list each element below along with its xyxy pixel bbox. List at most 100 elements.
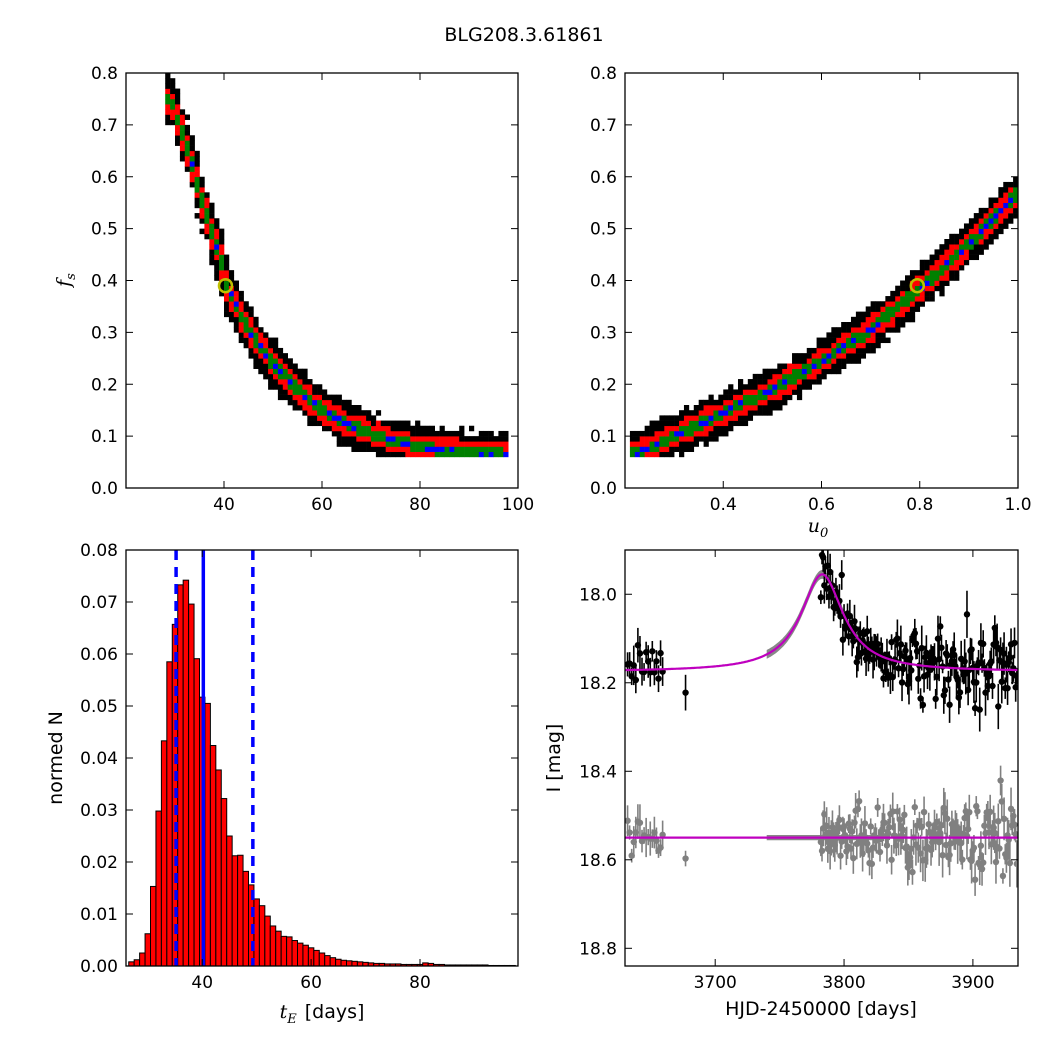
histogram-bar (150, 885, 157, 967)
heatmap-cell (841, 322, 847, 328)
data-point (657, 649, 664, 657)
heatmap-cell (777, 394, 783, 401)
heatmap-cell (841, 358, 847, 364)
heatmap-cell (248, 316, 254, 323)
heatmap-cell (801, 379, 808, 385)
heatmap-cell (978, 207, 984, 214)
data-point (864, 840, 871, 847)
heatmap-cell (777, 405, 783, 411)
x-tick-label: 100 (502, 495, 534, 515)
heatmap-cell (219, 264, 225, 271)
panel-frame (624, 72, 1019, 489)
heatmap-cell (993, 218, 999, 224)
x-tick-label: 3800 (822, 973, 865, 993)
heatmap-cell (895, 290, 901, 297)
heatmap-cell (214, 249, 220, 255)
heatmap-cell (993, 228, 999, 235)
heatmap-cell (464, 436, 470, 442)
heatmap-cell (880, 311, 886, 318)
data-point (894, 635, 901, 642)
heatmap-cell (792, 353, 798, 359)
y-tick-label: 0.7 (590, 116, 617, 136)
x-tick-label: 40 (213, 495, 235, 515)
heatmap-cell (385, 430, 391, 437)
heatmap-cell (679, 415, 685, 421)
heatmap-cell (885, 322, 891, 328)
heatmap-cell (919, 301, 925, 307)
histogram-bar (193, 658, 201, 967)
heatmap-cell (312, 394, 318, 401)
heatmap-cell (757, 379, 763, 385)
heatmap-cell (253, 332, 259, 338)
heatmap-cell (375, 430, 382, 437)
heatmap-cell (733, 410, 739, 416)
heatmap-cell (752, 394, 758, 401)
heatmap-cell (767, 399, 773, 406)
heatmap-cell (165, 104, 171, 110)
heatmap-cell (757, 384, 763, 390)
heatmap-cell (890, 306, 896, 312)
heatmap-cell (444, 446, 450, 452)
heatmap-cell (860, 311, 867, 318)
heatmap-cell (366, 441, 372, 447)
heatmap-cell (963, 249, 970, 255)
heatmap-cell (978, 244, 984, 250)
heatmap-cell (998, 218, 1004, 224)
heatmap-cell (253, 358, 259, 364)
heatmap-cell (718, 394, 724, 401)
heatmap-cell (356, 410, 362, 416)
heatmap-cell (1013, 187, 1019, 193)
y-tick-label: 18.4 (579, 762, 617, 782)
heatmap-cell (821, 363, 827, 369)
heatmap-cell (273, 373, 279, 380)
x-tick-label: 3900 (951, 973, 994, 993)
heatmap-cell (238, 322, 244, 328)
heatmap-cell (179, 140, 186, 146)
heatmap-cell (429, 446, 435, 452)
heatmap-cell (826, 353, 832, 359)
heatmap-cell (322, 415, 328, 421)
heatmap-cell (366, 430, 372, 437)
heatmap-cell (885, 311, 891, 318)
heatmap-cell (683, 441, 690, 447)
heatmap-cell (273, 363, 279, 369)
heatmap-cell (341, 420, 347, 427)
x-axis-label: u0 (808, 515, 829, 541)
heatmap-cell (307, 389, 313, 395)
panel-u0-vs-fs: 0.4 0.6 0.8 1.00.00.10.20.30.40.50.60.70.8 … (590, 64, 1032, 541)
heatmap-cell (954, 233, 960, 240)
heatmap-cell (243, 342, 249, 349)
heatmap-cell (199, 197, 205, 203)
histogram-bar (220, 798, 228, 967)
heatmap-cell (895, 301, 901, 307)
heatmap-cell (336, 441, 342, 447)
heatmap-cell (277, 379, 284, 385)
heatmap-cell (454, 430, 460, 437)
heatmap-cell (194, 176, 200, 183)
heatmap-cell (816, 368, 822, 375)
heatmap-cell (850, 337, 857, 344)
heatmap-cell (737, 384, 744, 390)
heatmap-cell (993, 202, 999, 209)
heatmap-cell (679, 410, 685, 416)
heatmap-cell (224, 296, 230, 302)
heatmap-cell (811, 353, 817, 359)
heatmap-cell (361, 410, 367, 416)
heatmap-cell (175, 104, 181, 110)
heatmap-cell (939, 264, 945, 271)
histogram-bar (215, 769, 222, 967)
data-point (626, 829, 633, 836)
heatmap-cell (963, 233, 970, 240)
heatmap-cell (248, 353, 254, 359)
heatmap-cell (703, 410, 709, 416)
heatmap-cell (331, 399, 337, 406)
heatmap-cell (629, 441, 636, 447)
heatmap-cell (351, 430, 357, 437)
heatmap-cell (297, 389, 303, 395)
heatmap-cell (199, 176, 205, 183)
data-point (992, 858, 1000, 866)
heatmap-cell (449, 430, 455, 437)
heatmap-cell (733, 394, 739, 401)
heatmap-cell (939, 254, 945, 261)
heatmap-cell (1013, 197, 1019, 203)
